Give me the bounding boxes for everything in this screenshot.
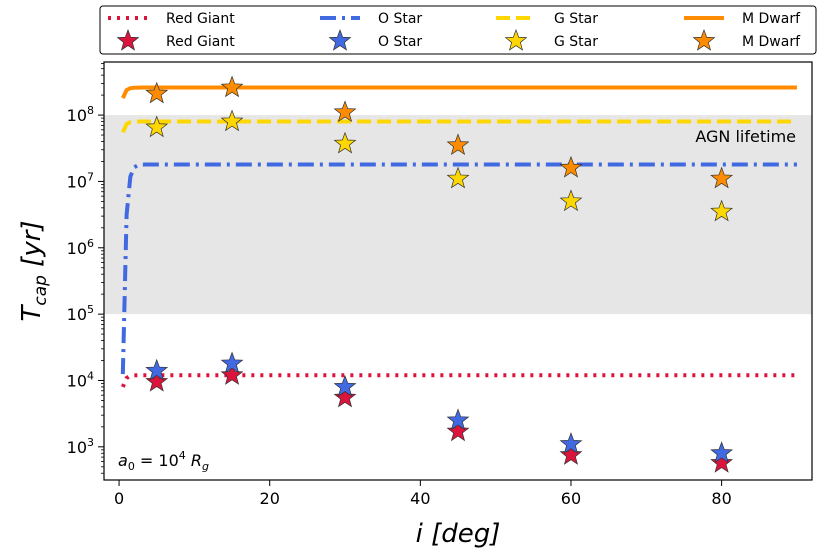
legend-label: M Dwarf	[742, 34, 801, 50]
point-o-star	[559, 432, 583, 454]
y-tick-label: 104	[67, 369, 94, 390]
legend-box	[99, 5, 817, 55]
point-m-dwarf	[710, 166, 734, 189]
point-m-dwarf	[559, 155, 583, 178]
point-m-dwarf	[333, 100, 357, 123]
curve-m-dwarf	[121, 85, 797, 99]
point-o-star	[145, 358, 169, 381]
point-o-star	[220, 351, 244, 374]
point-g-star	[446, 166, 470, 189]
legend-label: G Star	[554, 11, 598, 27]
legend-star-red-giant	[116, 28, 140, 51]
legend-label: Red Giant	[166, 34, 235, 50]
legend-label: O Star	[378, 34, 422, 50]
x-tick-label: 60	[561, 489, 581, 508]
y-tick-label: 106	[67, 237, 94, 258]
x-tick-label: 40	[410, 489, 430, 508]
point-m-dwarf	[220, 75, 244, 98]
legend-star-m-dwarf	[692, 28, 716, 51]
point-o-star	[710, 441, 734, 463]
curve-red-giant	[120, 373, 797, 388]
legend-label: Red Giant	[166, 11, 235, 27]
x-tick-label: 0	[114, 489, 124, 508]
y-tick-label: 105	[67, 303, 94, 324]
y-axis-label: Tcap [yr]	[17, 220, 51, 321]
legend-label: O Star	[378, 11, 422, 27]
point-o-star	[333, 374, 357, 397]
point-red-giant	[333, 385, 357, 408]
point-o-star	[446, 408, 470, 431]
point-g-star	[710, 199, 734, 222]
point-red-giant	[710, 451, 734, 473]
legend-label: M Dwarf	[742, 11, 801, 27]
curve-g-star	[121, 119, 797, 134]
point-m-dwarf	[145, 81, 169, 104]
y-tick-label: 107	[67, 170, 94, 191]
x-tick-label: 80	[711, 489, 731, 508]
point-red-giant	[446, 419, 470, 442]
point-g-star	[333, 131, 357, 154]
x-axis-label: i [deg]	[416, 519, 501, 549]
point-g-star	[559, 189, 583, 212]
x-tick-label: 20	[260, 489, 280, 508]
plot-frame	[103, 61, 813, 481]
point-m-dwarf	[446, 133, 470, 156]
a0-annotation: a0 = 104 Rg	[118, 449, 209, 473]
point-red-giant	[145, 369, 169, 392]
curve-o-star	[120, 162, 797, 375]
legend-star-o-star	[328, 28, 352, 51]
point-g-star	[220, 109, 244, 132]
point-red-giant	[220, 363, 244, 385]
y-tick-label: 108	[67, 104, 94, 125]
point-red-giant	[559, 443, 583, 465]
legend-star-g-star	[504, 28, 528, 51]
point-g-star	[145, 115, 169, 138]
legend-label: G Star	[554, 34, 598, 50]
y-tick-label: 103	[67, 436, 94, 457]
agn-lifetime-label: AGN lifetime	[695, 127, 796, 146]
